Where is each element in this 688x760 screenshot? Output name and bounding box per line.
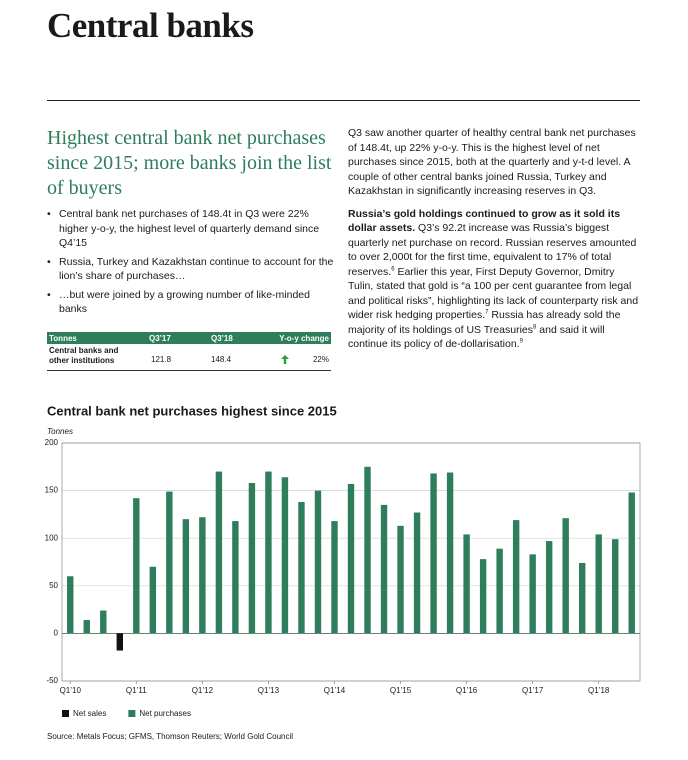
bar <box>413 512 421 634</box>
y-tick-label: 50 <box>49 581 58 590</box>
bar <box>67 576 74 634</box>
table-cell: Central banks and other institutions <box>49 346 119 365</box>
bar <box>182 519 190 634</box>
footnote-ref: 7 <box>485 309 489 316</box>
legend-label: Net purchases <box>139 709 191 718</box>
bar <box>116 633 123 651</box>
text-run: Russia has already sold the majority of … <box>348 309 621 336</box>
x-tick-label: Q1’16 <box>456 686 478 695</box>
table-cell: 148.4 <box>211 355 232 364</box>
plot-frame <box>61 442 641 682</box>
bar <box>199 517 206 634</box>
paragraph: Q3 saw another quarter of healthy centra… <box>348 126 640 199</box>
bar <box>446 472 454 634</box>
text-run: Earlier this year, First Deputy Governor… <box>348 265 639 322</box>
y-tick-label: -50 <box>46 676 58 685</box>
bar <box>496 548 503 634</box>
bar <box>100 610 107 634</box>
legend-label: Net sales <box>73 709 106 718</box>
bar <box>628 492 635 634</box>
x-tick-label: Q1’17 <box>522 686 544 695</box>
table-header-cell: Tonnes <box>49 334 77 343</box>
bar <box>281 477 289 634</box>
bar <box>545 541 553 634</box>
lead-in: Russia’s gold holdings continued to grow… <box>348 207 621 235</box>
y-tick-label: 150 <box>45 486 59 495</box>
bar <box>149 566 157 634</box>
bar <box>166 491 173 634</box>
table-cell: 22% <box>312 355 329 364</box>
chart: Central bank net purchases highest since… <box>45 403 641 741</box>
paragraph: Russia’s gold holdings continued to grow… <box>348 207 640 352</box>
body-text: Q3 saw another quarter of healthy centra… <box>348 126 640 360</box>
bullet-item: Central bank net purchases of 148.4t in … <box>47 207 337 251</box>
bullet-item: Russia, Turkey and Kazakhstan continue t… <box>47 255 337 284</box>
bar <box>83 620 90 634</box>
x-tick-label: Q1’10 <box>60 686 82 695</box>
text-run: Q3’s 92.2t increase was Russia’s biggest… <box>348 222 637 278</box>
bar <box>463 534 470 634</box>
table-row: Central banks and other institutions 121… <box>47 344 331 371</box>
bar <box>579 562 586 634</box>
footnote-ref: 8 <box>533 324 537 330</box>
bullet-list: Central bank net purchases of 148.4t in … <box>47 207 337 321</box>
table-header-cell: Q3’18 <box>211 334 233 343</box>
bar <box>380 504 388 634</box>
bar <box>232 521 239 634</box>
legend-swatch <box>62 710 69 717</box>
table-header: Tonnes Q3’17 Q3’18 Y-o-y change <box>47 332 331 344</box>
bar <box>595 534 602 634</box>
x-tick-label: Q1’14 <box>324 686 346 695</box>
x-tick-label: Q1’12 <box>192 686 214 695</box>
chart-title: Central bank net purchases highest since… <box>47 403 337 418</box>
bar <box>430 473 437 634</box>
y-tick-label: 0 <box>54 629 59 638</box>
bar <box>612 539 619 634</box>
table-header-cell: Y-o-y change <box>279 334 329 343</box>
footnote-ref: 9 <box>519 338 523 345</box>
x-tick-label: Q1’18 <box>588 686 610 695</box>
up-arrow-icon <box>281 355 289 364</box>
bar <box>529 554 536 634</box>
footnote-ref: 6 <box>391 266 395 272</box>
legend-swatch <box>128 710 136 717</box>
bar <box>479 559 487 634</box>
bar <box>314 490 322 634</box>
text-run: and said it will continue its policy of … <box>348 323 605 351</box>
bullet-item: …but were joined by a growing number of … <box>47 288 337 317</box>
bar <box>215 471 223 634</box>
table-cell: 121.8 <box>151 355 172 364</box>
page-title: Central banks <box>47 6 254 45</box>
y-axis-label: Tonnes <box>47 427 73 436</box>
bar <box>248 482 256 634</box>
source-note: Source: Metals Focus; GFMS, Thomson Reut… <box>47 732 293 741</box>
bar <box>298 502 305 634</box>
summary-table: Tonnes Q3’17 Q3’18 Y-o-y change Central … <box>47 332 331 371</box>
x-tick-label: Q1’13 <box>258 686 280 695</box>
bar <box>331 521 338 634</box>
y-tick-label: 200 <box>45 438 59 447</box>
bar <box>512 520 520 634</box>
text-run: Q3 saw another quarter of healthy centra… <box>348 127 636 197</box>
x-tick-label: Q1’15 <box>390 686 412 695</box>
y-tick-label: 100 <box>45 533 59 542</box>
table-header-cell: Q3’17 <box>149 334 171 343</box>
x-tick-label: Q1’11 <box>126 686 147 695</box>
bar <box>562 518 569 634</box>
bar <box>397 525 404 634</box>
bar <box>133 498 140 634</box>
section-heading: Highest central bank net purchases since… <box>47 127 332 199</box>
rule <box>47 100 640 101</box>
bar <box>347 483 355 634</box>
bar <box>265 471 272 634</box>
bar <box>364 466 371 634</box>
